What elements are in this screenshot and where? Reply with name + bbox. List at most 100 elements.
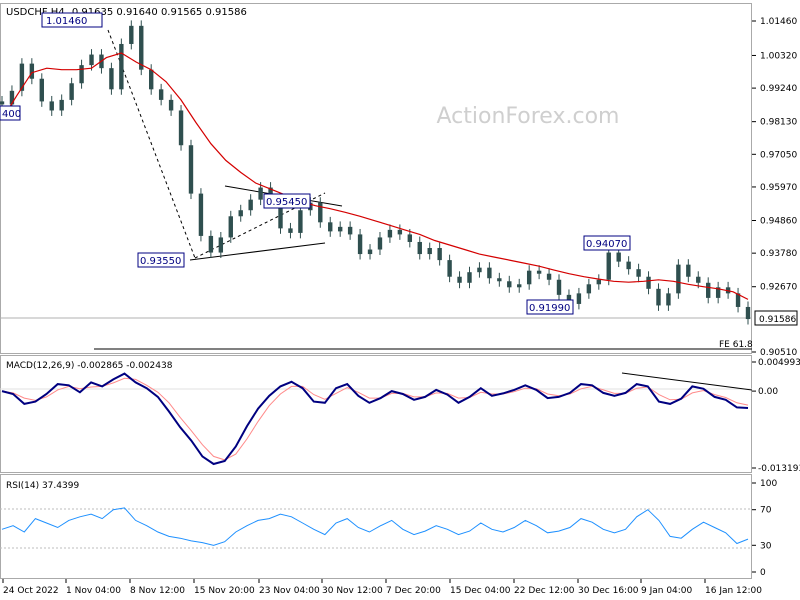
rsi-y-tick-label: 70 — [760, 506, 772, 516]
price-candle — [457, 271, 462, 289]
x-tick-label: 30 Nov 12:00 — [322, 586, 383, 596]
moving-average-line — [1, 52, 749, 300]
annotation-0-93550: 0.93550 — [137, 252, 185, 268]
svg-text:0.93550: 0.93550 — [140, 256, 181, 267]
price-candle — [69, 77, 74, 106]
price-candle — [39, 73, 44, 107]
x-tick-label: 22 Dec 12:00 — [514, 586, 575, 596]
svg-text:1.01460: 1.01460 — [46, 16, 87, 27]
price-candle — [477, 262, 482, 278]
last-price-label: 0.91586 — [759, 315, 796, 325]
annotation-0-91990: 0.91990 — [526, 299, 574, 315]
triangle-lower-line — [189, 242, 326, 261]
price-candle — [507, 275, 512, 293]
svg-text:0.95450: 0.95450 — [266, 197, 307, 208]
rsi-y-axis: 100 70 30 0 — [752, 479, 777, 578]
price-y-tick-label: 0.98130 — [760, 118, 797, 128]
price-candle — [487, 262, 492, 284]
price-candle — [318, 197, 323, 228]
price-candle — [377, 231, 383, 255]
price-candle — [168, 94, 174, 116]
price-candle — [129, 20, 134, 50]
macd-y-tick-label: 0.004993 — [758, 358, 800, 368]
price-candle — [497, 272, 502, 287]
x-tick-label: 24 Oct 2022 — [3, 586, 59, 596]
price-candle — [467, 266, 472, 289]
price-candle — [158, 83, 164, 106]
price-candle — [536, 265, 542, 280]
price-candle — [248, 194, 253, 216]
price-title: USDCHF,H4 0.91635 0.91640 0.91565 0.9158… — [6, 7, 247, 18]
price-y-tick-label: 0.99240 — [760, 84, 797, 94]
price-candle — [139, 20, 144, 76]
x-tick-label: 7 Dec 20:00 — [386, 586, 441, 596]
macd-panel — [0, 355, 752, 473]
price-y-tick-label: 0.90510 — [760, 348, 797, 358]
rsi-panel — [0, 474, 752, 579]
price-candle — [745, 301, 751, 325]
rsi-y-tick-label: 0 — [760, 568, 766, 578]
price-candle — [606, 247, 611, 286]
price-candle — [198, 188, 204, 242]
price-panel — [0, 3, 752, 354]
price-candle — [676, 259, 681, 299]
price-y-axis: 1.01460 1.00320 0.99240 0.98130 0.97050 0.959… — [752, 17, 797, 358]
price-candle — [119, 38, 124, 95]
price-candle — [288, 222, 293, 239]
price-candle — [208, 230, 214, 258]
macd-main-line — [1, 372, 749, 466]
price-candle — [586, 278, 592, 299]
svg-text:0.91990: 0.91990 — [529, 303, 570, 314]
price-candle — [328, 216, 333, 237]
price-candle — [666, 287, 671, 311]
price-candle — [29, 58, 35, 85]
price-candle — [686, 259, 691, 283]
annotation-0-94070: 0.94070 — [583, 235, 631, 251]
price-y-tick-label: 1.01460 — [760, 17, 797, 27]
price-candle — [447, 254, 452, 283]
macd-divergence-line — [621, 372, 753, 391]
macd-y-axis: 0.004993 0.00 -0.013193 — [752, 358, 800, 474]
x-tick-label: 9 Jan 04:00 — [641, 586, 693, 596]
price-candle — [387, 224, 393, 243]
price-candle — [576, 287, 582, 310]
x-tick-label: 30 Dec 16:00 — [578, 586, 639, 596]
price-candle — [228, 210, 233, 243]
last-price-box — [754, 310, 798, 326]
macd-y-tick-label: 0.00 — [758, 387, 778, 397]
fe-label: FE 61.8 — [719, 340, 753, 350]
rsi-line — [1, 507, 749, 546]
price-y-tick-label: 0.94860 — [760, 217, 797, 227]
x-tick-label: 1 Nov 04:00 — [66, 586, 121, 596]
price-candle — [636, 263, 641, 283]
price-candle — [735, 287, 741, 313]
price-candle — [646, 271, 651, 295]
price-candle — [347, 221, 353, 240]
price-candle — [407, 228, 413, 248]
price-candle — [397, 224, 403, 240]
macd-y-tick-label: -0.013193 — [758, 464, 800, 474]
price-candle — [89, 49, 94, 71]
price-candle — [546, 268, 552, 286]
price-y-tick-label: 0.93780 — [760, 249, 797, 259]
rsi-y-tick-label: 30 — [760, 541, 772, 551]
price-candle — [715, 281, 721, 304]
price-candle — [258, 182, 263, 206]
price-y-tick-label: 1.00320 — [760, 51, 797, 61]
price-candle — [526, 265, 532, 290]
price-candle — [626, 256, 631, 275]
annotation-1-01460: 1.01460 — [41, 12, 103, 28]
watermark: ActionForex.com — [437, 104, 620, 129]
price-candle — [417, 236, 422, 260]
price-y-tick-label: 0.97050 — [760, 150, 797, 160]
price-candle — [367, 244, 373, 260]
x-tick-label: 15 Dec 04:00 — [450, 586, 511, 596]
price-candle — [79, 59, 84, 89]
time-x-axis: 24 Oct 2022 1 Nov 04:00 8 Nov 12:00 15 Nov … — [2, 579, 762, 596]
price-candle — [556, 274, 562, 301]
x-tick-label: 16 Jan 12:00 — [705, 586, 762, 596]
price-candle — [49, 95, 54, 116]
price-candle — [517, 278, 522, 293]
price-candle — [596, 274, 601, 290]
